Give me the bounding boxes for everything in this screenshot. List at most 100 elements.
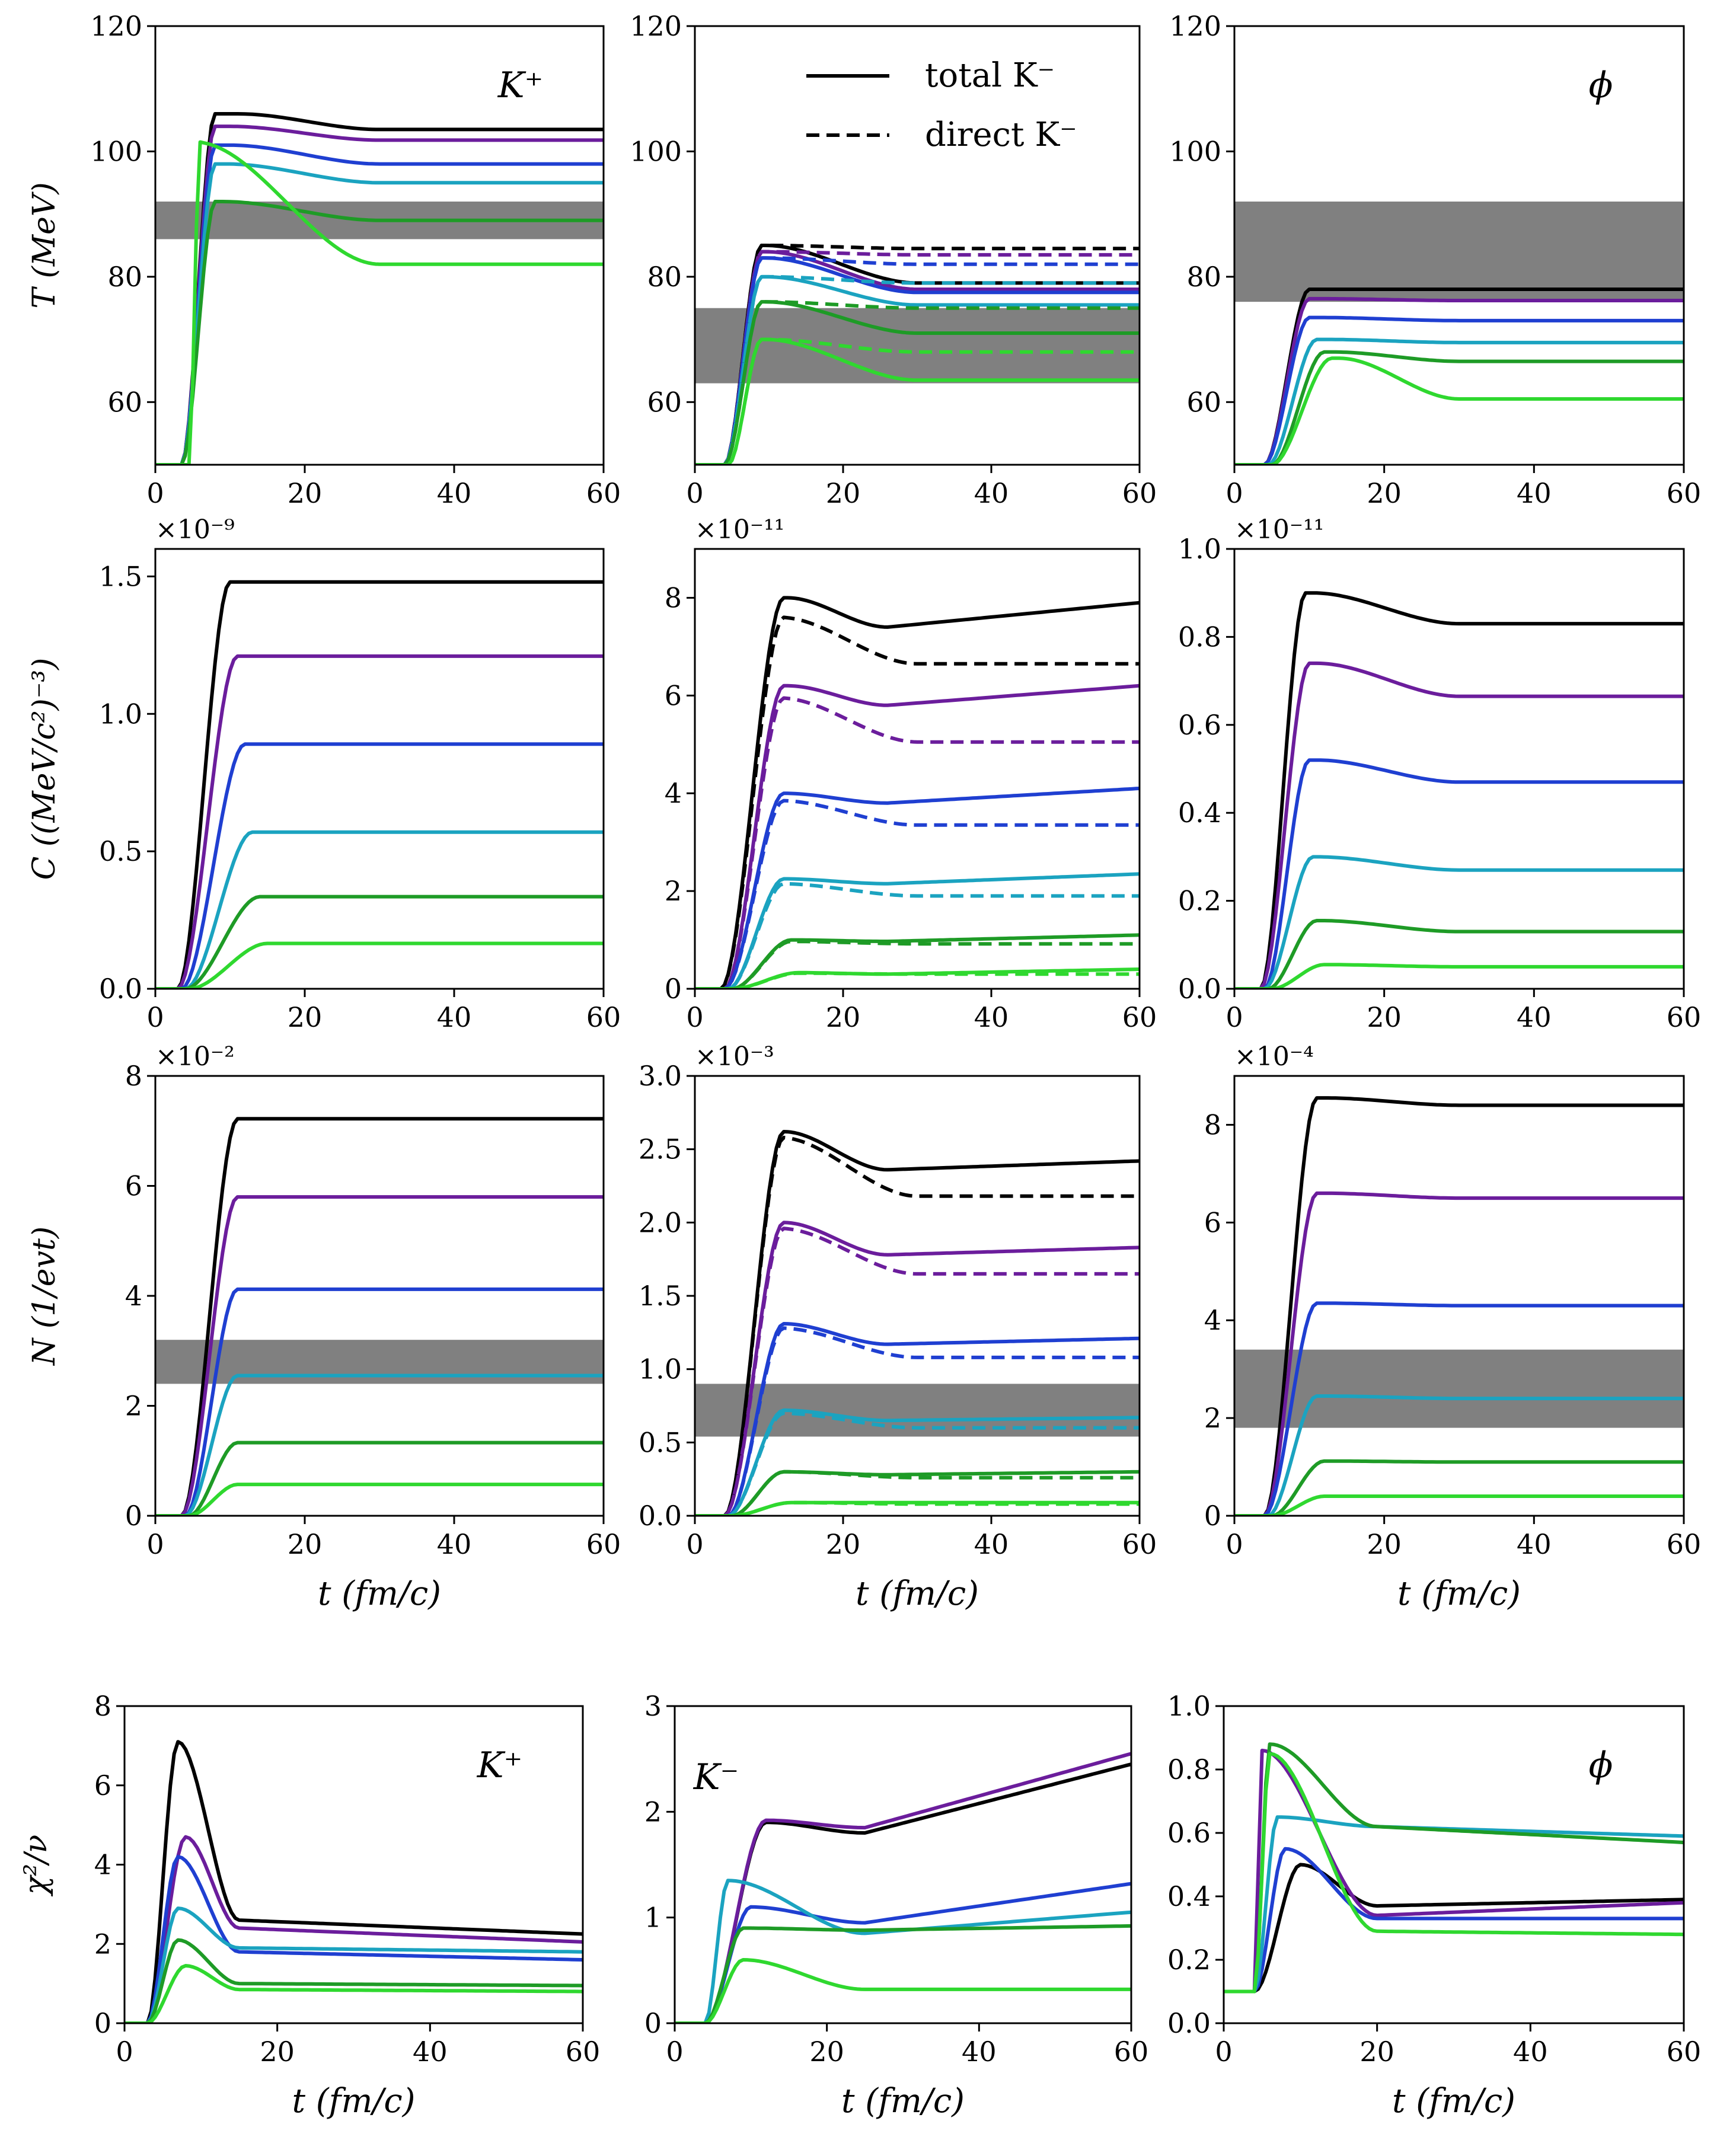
- x-tick-label: 0: [686, 477, 703, 509]
- y-tick-label: 1.0: [1167, 1690, 1211, 1722]
- plot-area: [155, 580, 604, 989]
- y-tick-label: 0: [125, 1500, 142, 1532]
- x-tick-label: 20: [260, 2036, 295, 2068]
- subplot-N-Kplus: 0 20 40 60 0 2 4 6 8 ×10⁻² N (1/evt) t (fm/c): [27, 1042, 621, 1613]
- plot-area: [675, 1752, 1131, 2023]
- series-line-black-dashed: [695, 1135, 1140, 1516]
- scale-factor: ×10⁻⁹: [155, 515, 235, 545]
- subplot-T-Kminus: 0 20 40 60 60 80 100 120: [630, 10, 1157, 509]
- y-tick-label: 4: [125, 1280, 142, 1312]
- y-tick-label: 1.0: [639, 1353, 682, 1385]
- subplot-C-phi: 0 20 40 60 0.0 0.2 0.4 0.6 0.8 1.0 ×10⁻¹¹: [1178, 515, 1701, 1033]
- subplot-N-phi: 0 20 40 60 0 2 4 6 8 ×10⁻⁴ t (fm/c): [1204, 1042, 1702, 1613]
- y-tick-label: 1.0: [1178, 533, 1221, 565]
- species-annotation: ϕ: [1589, 1745, 1613, 1786]
- x-axis-label: t (fm/c): [1392, 2082, 1515, 2120]
- y-tick-label: 4: [665, 777, 682, 809]
- x-tick-label: 20: [826, 477, 861, 509]
- x-tick-label: 40: [962, 2036, 997, 2068]
- x-tick-label: 40: [437, 1528, 472, 1560]
- series-line-darkgreen-solid: [155, 895, 604, 989]
- scale-factor: ×10⁻¹¹: [1234, 515, 1324, 545]
- x-tick-label: 60: [586, 477, 621, 509]
- y-tick-label: 60: [647, 386, 682, 418]
- series-line-black-solid: [1234, 591, 1684, 989]
- x-tick-label: 0: [146, 477, 164, 509]
- axes-frame: [154, 548, 605, 990]
- x-axis-label: t (fm/c): [318, 1574, 441, 1613]
- subplot-chi2-phi: 0 20 40 60 0.0 0.2 0.4 0.6 0.8 1.0 ϕ t (fm/c): [1167, 1690, 1701, 2120]
- x-tick-label: 0: [146, 1001, 164, 1033]
- y-tick-label: 100: [1169, 135, 1221, 167]
- series-line-purple-solid: [155, 654, 604, 989]
- y-tick-label: 0: [1204, 1500, 1221, 1532]
- x-tick-label: 40: [1517, 477, 1552, 509]
- axes-frame: [694, 548, 1141, 990]
- x-tick-label: 0: [1225, 1528, 1243, 1560]
- scale-factor: ×10⁻⁴: [1234, 1042, 1314, 1072]
- y-axis-label: T (MeV): [27, 182, 62, 308]
- axes-frame: [1233, 1075, 1685, 1517]
- x-tick-label: 40: [413, 2036, 448, 2068]
- plot-area: [695, 596, 1140, 989]
- series-line-cyan-solid: [155, 830, 604, 989]
- x-tick-label: 20: [1359, 2036, 1394, 2068]
- y-tick-label: 1.5: [99, 560, 142, 592]
- x-tick-label: 60: [1122, 1001, 1157, 1033]
- series-line-black-solid: [125, 1740, 583, 2023]
- series-line-darkgreen-dashed: [695, 940, 1140, 989]
- x-tick-label: 0: [116, 2036, 133, 2068]
- series-line-lightgreen-solid: [1224, 1752, 1684, 1994]
- series-line-cyan-solid: [155, 162, 604, 465]
- y-tick-label: 120: [90, 10, 142, 42]
- y-tick-label: 0.0: [99, 973, 142, 1005]
- x-tick-label: 60: [586, 1001, 621, 1033]
- series-line-lightgreen-solid: [155, 140, 604, 465]
- series-line-lightgreen-solid: [1234, 1494, 1684, 1516]
- x-tick-label: 60: [1122, 1528, 1157, 1560]
- x-tick-label: 60: [586, 1528, 621, 1560]
- y-axis-label: χ²/ν: [18, 1835, 54, 1898]
- series-line-purple-solid: [1224, 1748, 1684, 1994]
- series-line-purple-solid: [675, 1752, 1131, 2023]
- series-line-purple-solid: [1234, 661, 1684, 989]
- series-line-black-dashed: [695, 244, 1140, 465]
- y-axis-label: C ((MeV/c²)⁻³): [27, 658, 62, 880]
- series-line-purple-dashed: [695, 1226, 1140, 1516]
- series-line-darkgreen-solid: [675, 1924, 1131, 2023]
- y-tick-label: 0.8: [1178, 621, 1221, 653]
- y-tick-label: 120: [1169, 10, 1221, 42]
- axes-frame: [154, 25, 605, 466]
- x-tick-label: 40: [1513, 2036, 1548, 2068]
- y-tick-label: 0: [94, 2007, 111, 2039]
- subplot-C-Kplus: 0 20 40 60 0.0 0.5 1.0 1.5 ×10⁻⁹ C ((MeV/c²)⁻³): [27, 515, 621, 1033]
- species-annotation: ϕ: [1589, 65, 1613, 106]
- experimental-band: [695, 308, 1140, 384]
- series-line-lightgreen-solid: [675, 1958, 1131, 2023]
- series-line-blue-solid: [155, 143, 604, 465]
- series-line-cyan-solid: [1234, 1394, 1684, 1516]
- series-line-blue-solid: [1234, 1301, 1684, 1516]
- y-tick-label: 60: [107, 386, 142, 418]
- series-line-blue-dashed: [695, 1326, 1140, 1516]
- series-line-cyan-solid: [155, 1374, 604, 1516]
- series-line-black-solid: [1234, 288, 1684, 465]
- series-line-black-solid: [1234, 1096, 1684, 1516]
- y-tick-label: 1: [644, 1902, 662, 1934]
- plot-area: [155, 112, 604, 465]
- y-tick-label: 2.5: [639, 1133, 682, 1165]
- series-line-lightgreen-solid: [1234, 356, 1684, 465]
- y-tick-label: 6: [94, 1769, 111, 1802]
- series-line-blue-solid: [155, 742, 604, 989]
- y-tick-label: 0.4: [1167, 1880, 1211, 1912]
- x-tick-label: 0: [1215, 2036, 1232, 2068]
- x-tick-label: 20: [1367, 1528, 1402, 1560]
- axes-frame: [1233, 25, 1685, 466]
- series-line-darkgreen-solid: [155, 1440, 604, 1516]
- series-line-purple-solid: [1234, 296, 1684, 465]
- x-tick-label: 20: [288, 1528, 323, 1560]
- series-line-blue-solid: [125, 1855, 583, 2023]
- series-line-lightgreen-dashed: [695, 337, 1140, 465]
- series-line-black-solid: [1224, 1863, 1684, 1994]
- axes-frame: [674, 1705, 1132, 2024]
